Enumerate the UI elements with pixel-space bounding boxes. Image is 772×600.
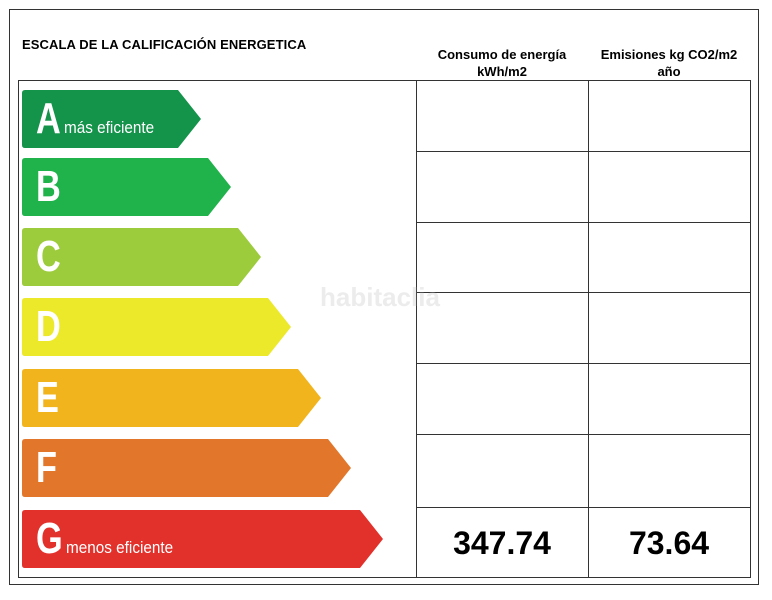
rating-table: [18, 80, 751, 578]
rating-caption: menos eficiente: [66, 538, 174, 557]
table-divider: [416, 80, 417, 578]
rating-band-b: B: [22, 158, 232, 216]
rating-letter: B: [36, 162, 61, 211]
rating-letter: G: [36, 514, 63, 563]
rating-arrow-shape: [22, 439, 351, 497]
table-row-divider: [416, 292, 751, 293]
consumo-value: 347.74: [453, 524, 551, 561]
column-header-emisiones: Emisiones kg CO2/m2 año: [600, 47, 738, 79]
rating-letter: E: [36, 373, 59, 422]
column-header-consumo: Consumo de energía kWh/m2: [437, 47, 567, 79]
table-row-divider: [416, 363, 751, 364]
rating-arrow-shape: [22, 158, 231, 216]
rating-band-e: E: [22, 369, 322, 427]
rating-letter: A: [36, 94, 61, 143]
rating-arrow-shape: [22, 228, 261, 286]
rating-arrow-shape: [22, 510, 383, 568]
rating-arrow-shape: [22, 90, 201, 148]
page-title: ESCALA DE LA CALIFICACIÓN ENERGETICA: [22, 37, 307, 52]
table-row-divider: [416, 222, 751, 223]
watermark-logo: habitaclia: [320, 282, 440, 312]
rating-band-f: F: [22, 439, 352, 497]
table-row-divider: [416, 434, 751, 435]
emisiones-value: 73.64: [628, 524, 710, 561]
rating-letter: F: [36, 443, 57, 492]
table-divider: [588, 80, 589, 578]
table-row-divider: [416, 507, 751, 508]
rating-band-c: C: [22, 228, 262, 286]
rating-arrow-shape: [22, 369, 321, 427]
rating-letter: D: [36, 302, 61, 351]
table-row-divider: [416, 151, 751, 152]
rating-band-d: D: [22, 298, 292, 356]
certificate-frame: [9, 9, 759, 585]
rating-arrow-shape: [22, 298, 291, 356]
rating-caption: más eficiente: [63, 118, 154, 137]
rating-letter: C: [36, 232, 61, 281]
